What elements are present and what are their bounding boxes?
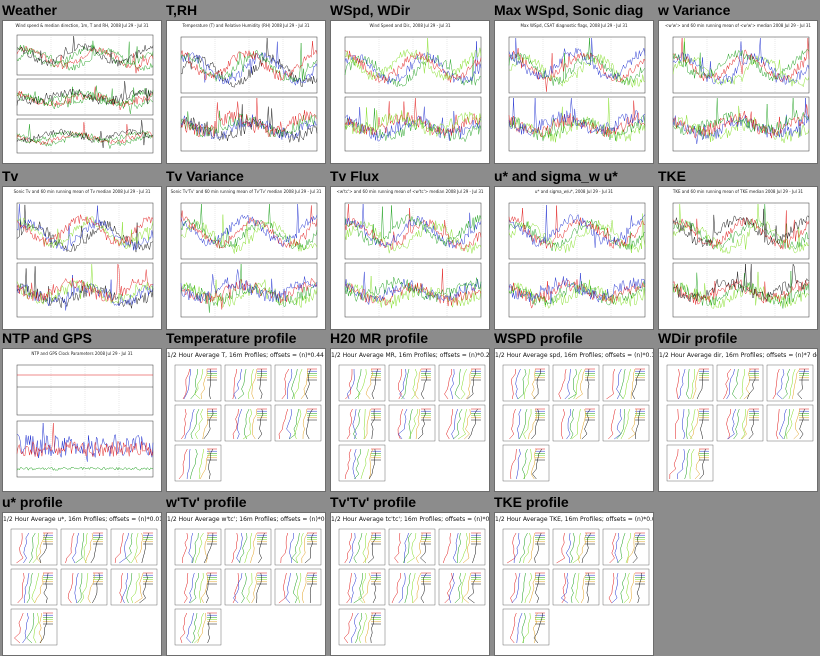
- plot-caption: TKE and 60 min running mean of TKE media…: [672, 189, 804, 194]
- plot-title[interactable]: u* profile: [2, 494, 63, 510]
- plot-caption: 1/2 Hour Average spd, 16m Profiles; offs…: [495, 352, 653, 359]
- plot-caption: 1/2 Hour Average TKE, 16m Profiles; offs…: [495, 516, 653, 523]
- plot-cell: Tv Flux <w'tc'> and 60 min running mean o…: [330, 168, 490, 330]
- plot-thumbnail[interactable]: Sonic Tv and 60 min running mean of Tv m…: [2, 186, 162, 330]
- plot-thumbnail[interactable]: 1/2 Hour Average T, 16m Profiles; offset…: [166, 348, 326, 492]
- plot-cell: H20 MR profile 1/2 Hour Average MR, 16m P…: [330, 330, 490, 492]
- plot-graphic: [174, 528, 322, 646]
- plot-cell: Temperature profile 1/2 Hour Average T, 1…: [166, 330, 326, 492]
- plot-cell: Max WSpd, Sonic diag Max WSpd, CSAT diagn…: [494, 2, 654, 164]
- plot-thumbnail[interactable]: Sonic Tv'Tv' and 60 min running mean of …: [166, 186, 326, 330]
- plot-graphic: [338, 364, 486, 482]
- plot-caption: 1/2 Hour Average dir, 16m Profiles; offs…: [659, 352, 817, 359]
- plot-cell: Weather Wind speed & median direction, 1m…: [2, 2, 162, 164]
- plot-cell: Tv'Tv' profile 1/2 Hour Average tc'tc'; 1…: [330, 494, 490, 656]
- plot-caption: 1/2 Hour Average T, 16m Profiles; offset…: [167, 352, 325, 359]
- plot-title[interactable]: TKE profile: [494, 494, 569, 510]
- plot-title[interactable]: w Variance: [658, 2, 731, 18]
- plot-title[interactable]: Tv'Tv' profile: [330, 494, 417, 510]
- plot-graphic: [502, 364, 650, 482]
- plot-graphic: [338, 528, 486, 646]
- plot-cell: Tv Sonic Tv and 60 min running mean of Tv…: [2, 168, 162, 330]
- plot-cell: T,RH Temperature (T) and Relative Humidit…: [166, 2, 326, 164]
- plot-title[interactable]: H20 MR profile: [330, 330, 429, 346]
- plot-thumbnail[interactable]: <w'tc'> and 60 min running mean of <w'tc…: [330, 186, 490, 330]
- plot-graphic: [344, 36, 482, 152]
- plot-caption: NTP and GPS Clock Parameters 2008 Jul 29…: [31, 351, 133, 356]
- plot-title[interactable]: Max WSpd, Sonic diag: [494, 2, 644, 18]
- plot-caption: 1/2 Hour Average u*, 16m Profiles; offse…: [3, 516, 161, 523]
- plot-thumbnail[interactable]: 1/2 Hour Average u*, 16m Profiles; offse…: [2, 512, 162, 656]
- plot-graphic: [666, 364, 814, 482]
- plot-thumbnail[interactable]: 1/2 Hour Average w'tc'; 16m Profiles; of…: [166, 512, 326, 656]
- plot-caption: 1/2 Hour Average w'tc'; 16m Profiles; of…: [167, 516, 325, 523]
- plot-title[interactable]: WDir profile: [658, 330, 738, 346]
- plot-thumbnail[interactable]: 1/2 Hour Average tc'tc'; 16m Profiles; o…: [330, 512, 490, 656]
- plot-cell: u* and sigma_w u* u* and sigma_w/u*, 2008…: [494, 168, 654, 330]
- plot-thumbnail[interactable]: NTP and GPS Clock Parameters 2008 Jul 29…: [2, 348, 162, 492]
- plot-cell: Tv Variance Sonic Tv'Tv' and 60 min runni…: [166, 168, 326, 330]
- plot-title[interactable]: TKE: [658, 168, 686, 184]
- plot-caption: Wind Speed and Dir., 2008 Jul 29 - Jul 3…: [369, 23, 451, 28]
- plot-caption: u* and sigma_w/u*, 2008 Jul 29 - Jul 31: [534, 189, 614, 194]
- plot-thumbnail[interactable]: 1/2 Hour Average TKE, 16m Profiles; offs…: [494, 512, 654, 656]
- plot-graphic: [508, 202, 646, 318]
- plot-title[interactable]: u* and sigma_w u*: [494, 168, 618, 184]
- plot-title[interactable]: Tv: [2, 168, 19, 184]
- plot-thumbnail[interactable]: u* and sigma_w/u*, 2008 Jul 29 - Jul 31: [494, 186, 654, 330]
- plot-graphic: [502, 528, 650, 646]
- plot-graphic: [344, 202, 482, 318]
- plot-title[interactable]: Tv Flux: [330, 168, 380, 184]
- plot-caption: Sonic Tv'Tv' and 60 min running mean of …: [170, 189, 322, 194]
- plot-graphic: [180, 202, 318, 318]
- plot-cell: WSPD profile 1/2 Hour Average spd, 16m Pr…: [494, 330, 654, 492]
- plot-cell: w Variance <w'w'> and 60 min running mean…: [658, 2, 818, 164]
- plot-thumbnail[interactable]: 1/2 Hour Average spd, 16m Profiles; offs…: [494, 348, 654, 492]
- plot-caption: 1/2 Hour Average MR, 16m Profiles; offse…: [331, 352, 489, 359]
- plot-caption: Max WSpd, CSAT diagnostic flags, 2008 Ju…: [520, 23, 628, 28]
- plot-cell: NTP and GPS NTP and GPS Clock Parameters …: [2, 330, 162, 492]
- plot-thumbnail[interactable]: 1/2 Hour Average dir, 16m Profiles; offs…: [658, 348, 818, 492]
- plot-caption: 1/2 Hour Average tc'tc'; 16m Profiles; o…: [331, 516, 489, 523]
- plot-title[interactable]: WSPD profile: [494, 330, 583, 346]
- plot-thumbnail[interactable]: <w'w'> and 60 min running mean of <w'w'>…: [658, 20, 818, 164]
- plot-title[interactable]: Weather: [2, 2, 57, 18]
- plot-graphic: [16, 34, 154, 154]
- plot-cell: w'Tv' profile 1/2 Hour Average w'tc'; 16m…: [166, 494, 326, 656]
- plot-thumbnail[interactable]: Wind speed & median direction, 1m, T and…: [2, 20, 162, 164]
- plot-graphic: [16, 202, 154, 318]
- plot-title[interactable]: Temperature profile: [166, 330, 297, 346]
- plot-caption: Temperature (T) and Relative Humidity (R…: [182, 23, 310, 28]
- plot-cell: WDir profile 1/2 Hour Average dir, 16m Pr…: [658, 330, 818, 492]
- plot-thumbnail[interactable]: 1/2 Hour Average MR, 16m Profiles; offse…: [330, 348, 490, 492]
- plot-thumbnail[interactable]: TKE and 60 min running mean of TKE media…: [658, 186, 818, 330]
- plot-graphic: [10, 528, 158, 646]
- plot-title[interactable]: T,RH: [166, 2, 198, 18]
- plot-title[interactable]: NTP and GPS: [2, 330, 92, 346]
- plot-thumbnail[interactable]: Temperature (T) and Relative Humidity (R…: [166, 20, 326, 164]
- plot-caption: Sonic Tv and 60 min running mean of Tv m…: [13, 189, 151, 194]
- plot-graphic: [180, 36, 318, 152]
- plot-caption: <w'tc'> and 60 min running mean of <w'tc…: [336, 189, 484, 194]
- plot-cell: WSpd, WDir Wind Speed and Dir., 2008 Jul …: [330, 2, 490, 164]
- plot-graphic: [672, 202, 810, 318]
- plot-cell: TKE profile 1/2 Hour Average TKE, 16m Pro…: [494, 494, 654, 656]
- plot-graphic: [672, 36, 810, 152]
- plot-graphic: [174, 364, 322, 482]
- plot-title[interactable]: Tv Variance: [166, 168, 244, 184]
- plot-cell: u* profile 1/2 Hour Average u*, 16m Profi…: [2, 494, 162, 656]
- plot-thumbnail[interactable]: Max WSpd, CSAT diagnostic flags, 2008 Ju…: [494, 20, 654, 164]
- plot-cell: TKE TKE and 60 min running mean of TKE me…: [658, 168, 818, 330]
- plot-title[interactable]: w'Tv' profile: [166, 494, 247, 510]
- plot-caption: Wind speed & median direction, 1m, T and…: [15, 23, 149, 28]
- plot-title[interactable]: WSpd, WDir: [330, 2, 411, 18]
- plot-caption: <w'w'> and 60 min running mean of <w'w'>…: [665, 23, 811, 28]
- plot-graphic: [508, 36, 646, 152]
- plot-thumbnail[interactable]: Wind Speed and Dir., 2008 Jul 29 - Jul 3…: [330, 20, 490, 164]
- plot-graphic: [16, 364, 154, 478]
